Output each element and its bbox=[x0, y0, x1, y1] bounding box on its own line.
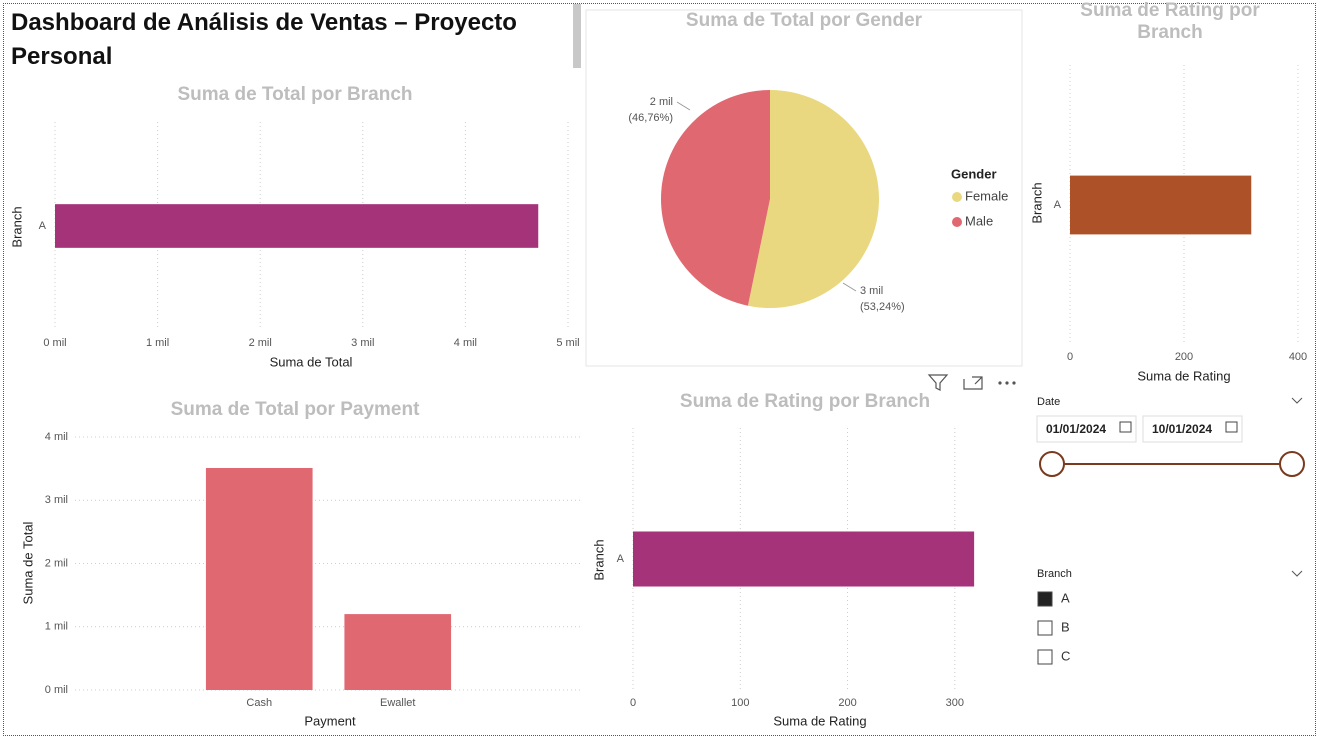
slider-handle[interactable] bbox=[1039, 451, 1065, 477]
x-tick-label: 400 bbox=[1289, 351, 1307, 363]
y-axis-title: Branch bbox=[1029, 182, 1044, 223]
y-tick-label: 2 mil bbox=[45, 557, 68, 569]
bar bbox=[344, 614, 452, 690]
focus-mode-icon[interactable] bbox=[963, 376, 983, 390]
x-tick-label: 5 mil bbox=[556, 337, 579, 349]
calendar-icon[interactable] bbox=[1225, 421, 1238, 433]
bar bbox=[205, 467, 313, 690]
legend-title: Gender bbox=[951, 166, 997, 181]
chart-title: Suma de Total por Gender bbox=[685, 10, 923, 31]
scrollbar[interactable] bbox=[573, 4, 581, 68]
x-tick-label: 0 mil bbox=[43, 337, 66, 349]
legend-marker bbox=[952, 192, 962, 202]
pie-slice bbox=[747, 89, 880, 309]
x-axis-title: Payment bbox=[304, 713, 356, 728]
chart-title: Suma de Total por Branch bbox=[177, 84, 413, 105]
y-tick-label: A bbox=[39, 220, 47, 232]
y-axis-title: Suma de Total bbox=[20, 521, 35, 604]
date-start: 01/01/2024 bbox=[1046, 422, 1106, 436]
x-tick-label: 200 bbox=[1175, 351, 1193, 363]
y-tick-label: A bbox=[1054, 199, 1062, 211]
dashboard-title: Dashboard de Análisis de Ventas – Proyec… bbox=[11, 9, 517, 70]
slicer-item: B bbox=[1061, 619, 1070, 634]
leader-line bbox=[842, 282, 857, 292]
leader-line bbox=[676, 101, 691, 111]
y-tick-label: 0 mil bbox=[45, 684, 68, 696]
x-tick-label: 3 mil bbox=[351, 337, 374, 349]
slicer-title: Date bbox=[1037, 396, 1060, 408]
data-label: (46,76%) bbox=[628, 112, 673, 124]
visual-focus-frame bbox=[585, 9, 1023, 367]
chart-title: Suma de Total por Payment bbox=[170, 399, 420, 420]
x-tick-label: 300 bbox=[946, 697, 964, 709]
slicer-title: Branch bbox=[1037, 568, 1072, 580]
x-axis-title: Suma de Rating bbox=[773, 713, 866, 728]
slider-handle[interactable] bbox=[1279, 451, 1305, 477]
checkbox[interactable] bbox=[1037, 620, 1053, 636]
x-tick-label: 0 bbox=[630, 697, 636, 709]
data-label: 2 mil bbox=[650, 96, 673, 108]
calendar-icon[interactable] bbox=[1119, 421, 1132, 433]
visual-header-icons bbox=[927, 374, 983, 391]
chart-title: Suma de Rating por Branch bbox=[679, 391, 931, 412]
bar bbox=[633, 531, 975, 587]
slicer-item: A bbox=[1061, 590, 1070, 605]
more-options-icon[interactable] bbox=[998, 381, 1016, 385]
x-tick-label: Ewallet bbox=[380, 697, 415, 709]
filter-icon[interactable] bbox=[927, 374, 949, 391]
y-axis-title: Branch bbox=[591, 539, 606, 580]
slicer-item: C bbox=[1061, 648, 1070, 663]
legend-marker bbox=[952, 217, 962, 227]
x-axis-title: Suma de Total bbox=[270, 354, 353, 369]
slicer-chevron[interactable] bbox=[1291, 570, 1303, 577]
y-tick-label: 4 mil bbox=[45, 431, 68, 443]
x-tick-label: 200 bbox=[838, 697, 856, 709]
chart-title: Suma de Rating por Branch bbox=[1080, 0, 1260, 43]
bar bbox=[1070, 175, 1252, 235]
report-frame bbox=[3, 3, 1316, 736]
date-end: 10/01/2024 bbox=[1152, 422, 1212, 436]
x-axis-title: Suma de Rating bbox=[1137, 368, 1230, 383]
bar bbox=[55, 204, 539, 248]
y-tick-label: 3 mil bbox=[45, 494, 68, 506]
data-label: (53,24%) bbox=[860, 301, 905, 313]
legend-label: Male bbox=[965, 213, 993, 228]
x-tick-label: 0 bbox=[1067, 351, 1073, 363]
x-tick-label: 2 mil bbox=[249, 337, 272, 349]
checkbox[interactable] bbox=[1037, 649, 1053, 665]
checkbox[interactable] bbox=[1037, 591, 1053, 607]
y-axis-title: Branch bbox=[9, 206, 24, 247]
x-tick-label: 4 mil bbox=[454, 337, 477, 349]
x-tick-label: 1 mil bbox=[146, 337, 169, 349]
y-tick-label: A bbox=[617, 553, 625, 565]
x-tick-label: Cash bbox=[246, 697, 272, 709]
y-tick-label: 1 mil bbox=[45, 621, 68, 633]
data-label: 3 mil bbox=[860, 285, 883, 297]
legend-label: Female bbox=[965, 188, 1008, 203]
slicer-chevron[interactable] bbox=[1291, 397, 1303, 404]
x-tick-label: 100 bbox=[731, 697, 749, 709]
pie-slice bbox=[661, 90, 770, 306]
